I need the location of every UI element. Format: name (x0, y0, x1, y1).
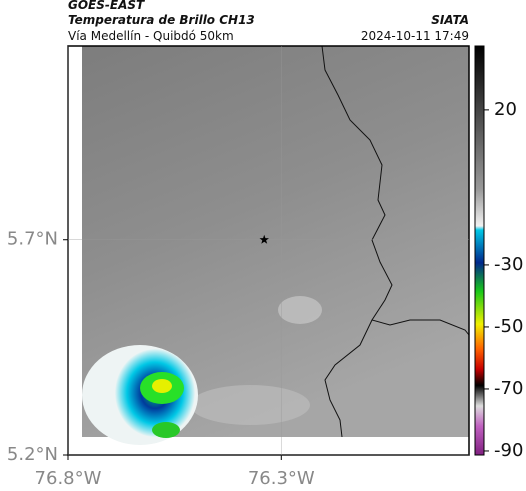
cloud (278, 296, 322, 324)
border (324, 319, 373, 438)
y-tick-label: 5.2°N (7, 444, 58, 465)
x-tick-label: 76.8°W (35, 468, 102, 489)
colorbar-tick-label: -50 (494, 316, 523, 337)
x-tick-label: 76.3°W (248, 468, 315, 489)
axes: 76.8°W 76.3°W 5.2°N 5.7°N 20 -30 -50 -70 -90 (7, 46, 523, 489)
colorbar-tick-label: 20 (494, 99, 517, 120)
storm-core (152, 422, 180, 438)
region: Vía Medellín - Quibdó 50km (68, 29, 234, 43)
location-marker (259, 234, 269, 244)
colorbar-tick-label: -90 (494, 440, 523, 461)
border (321, 45, 470, 336)
colorbar (474, 45, 485, 456)
storm-core (152, 379, 172, 393)
y-tick-label: 5.7°N (7, 229, 58, 250)
map-image (67, 45, 470, 456)
header: GOES-EAST Temperatura de Brillo CH13 Vía… (68, 0, 469, 43)
cloud (190, 385, 310, 425)
title: GOES-EAST (68, 0, 145, 12)
source: SIATA (431, 13, 469, 27)
datetime: 2024-10-11 17:49 (361, 29, 469, 43)
subtitle: Temperatura de Brillo CH13 (68, 13, 255, 27)
colorbar-tick-label: -70 (494, 378, 523, 399)
colorbar-tick-label: -30 (494, 254, 523, 275)
